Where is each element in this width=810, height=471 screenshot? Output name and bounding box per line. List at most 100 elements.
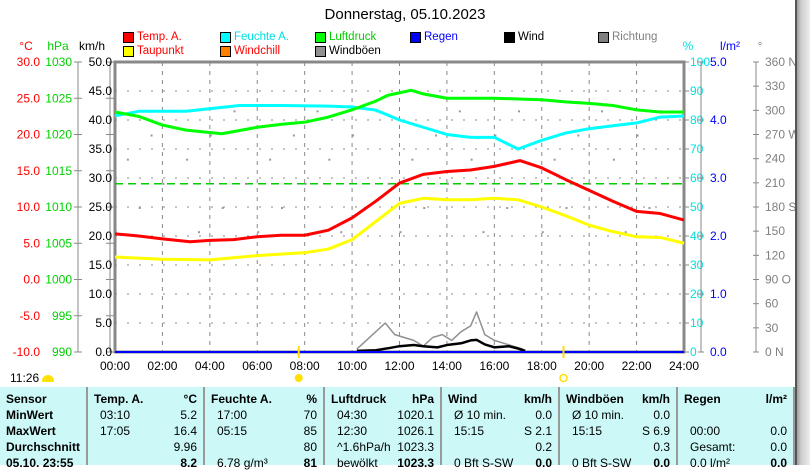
stats-row: 00:00 0.0	[684, 423, 787, 439]
axis-tick-label: -10.0	[13, 345, 41, 359]
stats-label	[566, 439, 572, 455]
axis-unit-label: l/m²	[720, 39, 740, 53]
legend-item: Regen	[410, 31, 458, 43]
direction-point	[577, 134, 580, 137]
stats-value: 81	[303, 456, 317, 470]
axis-unit-label: km/h	[79, 39, 105, 53]
stats-label: Luftdruck	[331, 392, 387, 406]
stats-value: 1020.1	[397, 408, 434, 422]
stats-value: l/m²	[765, 392, 787, 406]
x-tick-label: 22:00	[622, 359, 652, 373]
stats-row: MaxWert	[6, 423, 80, 439]
axis-tick-label: 4.0	[710, 113, 727, 127]
direction-point	[648, 207, 651, 209]
stats-row: 05.10. 23:55	[6, 455, 80, 471]
direction-point	[446, 182, 449, 185]
axis-tick-label: 25.0	[17, 91, 41, 105]
direction-point	[636, 134, 639, 137]
legend-label: Taupunkt	[137, 45, 184, 57]
series-wind	[356, 338, 526, 353]
direction-point	[387, 182, 390, 185]
axis-unit-label: °	[758, 39, 763, 53]
legend-swatch	[315, 31, 326, 43]
legend-swatch	[123, 31, 134, 43]
direction-point	[340, 231, 343, 234]
stats-row: 17:00 70	[211, 407, 317, 423]
axis-tick-label: 1025	[45, 91, 72, 105]
direction-point	[197, 231, 200, 234]
stats-label: Durchschnitt	[6, 440, 81, 454]
stats-value: %	[306, 392, 317, 406]
direction-point	[506, 207, 509, 209]
stats-label: 6.78 g/m³	[217, 456, 268, 470]
axis-tick-label: 0.0	[710, 345, 727, 359]
legend-label: Regen	[424, 31, 458, 43]
series-taupunkt	[114, 196, 685, 262]
axis-tick-label: 10	[690, 316, 704, 330]
stats-column: Feuchte A.% 17:00 70 05:15 85 80 6.78 g/m³ 81	[205, 387, 325, 470]
stats-value: 16.4	[173, 424, 197, 438]
direction-point	[245, 182, 248, 185]
axis-tick-label: 40	[690, 229, 704, 243]
stats-value: 0.2	[535, 440, 552, 454]
x-tick-label: 20:00	[574, 359, 604, 373]
direction-point	[612, 158, 615, 161]
stats-row: 6.78 g/m³ 81	[211, 455, 317, 471]
stats-row: 15:15 S 6.9	[566, 423, 670, 439]
moon-icon	[559, 373, 568, 383]
axis-tick-label: 45.0	[89, 84, 113, 98]
cloud-icon	[42, 374, 55, 382]
direction-point	[624, 231, 627, 234]
axis-tick-label: 1020	[45, 128, 72, 142]
axis-tick-label: 270 W	[765, 128, 795, 142]
axis-unit-label: hPa	[47, 39, 69, 53]
axis-tick-label: 1.0	[710, 287, 727, 301]
weather-chart: °C hPa km/h 30.0 25.0 20.0 15.0 10.0 5.0 0.0 -5.0 -…	[13, 39, 795, 383]
direction-point	[529, 182, 532, 185]
direction-point	[494, 134, 497, 137]
stats-table: Sensor MinWert MaxWert Durchschnitt 05.10. 2…	[0, 387, 795, 470]
stats-label: 03:10	[100, 408, 131, 422]
legend-swatch	[220, 45, 231, 57]
axis-tick-label: 20.0	[17, 128, 41, 142]
axis-tick-label: 15.0	[17, 164, 41, 178]
axis-tick-label: 80	[690, 113, 704, 127]
stats-value: 0.0	[535, 408, 552, 422]
stats-label: 15:15	[572, 424, 603, 438]
stats-label: ^1.6hPa/h	[337, 440, 391, 454]
stats-row: ^1.6hPa/h 1023.3	[331, 439, 434, 455]
direction-point	[162, 182, 165, 185]
x-tick-label: 06:00	[242, 359, 272, 373]
axis-tick-label: 20.0	[89, 229, 113, 243]
legend-label: Temp. A.	[137, 31, 182, 43]
stats-value: km/h	[641, 392, 670, 406]
stats-value: 0.0	[653, 408, 670, 422]
direction-point	[541, 231, 544, 234]
axis-unit-label: °C	[19, 39, 33, 53]
direction-point	[518, 110, 521, 113]
stats-row: Feuchte A.%	[211, 391, 317, 407]
stats-label: 04:30	[337, 408, 368, 422]
legend-item: Windböen	[315, 45, 381, 57]
direction-point	[589, 182, 592, 185]
series-luftdruck	[114, 88, 684, 136]
stats-label: 17:00	[217, 408, 248, 422]
stats-row: Sensor	[6, 391, 80, 407]
stats-row: Windböen km/h	[566, 391, 670, 407]
stats-value: S 6.9	[641, 424, 670, 438]
stats-label: 12:30	[337, 424, 368, 438]
axis-tick-label: 70	[690, 142, 704, 156]
direction-point	[209, 134, 212, 137]
stats-label: bewölkt	[337, 456, 378, 470]
stats-label: 15:15	[454, 424, 485, 438]
direction-point	[458, 110, 461, 113]
stats-row: 8.2	[94, 455, 197, 471]
legend-swatch	[504, 31, 515, 43]
stats-value: 1023.3	[397, 456, 434, 470]
axis-tick-label: -5.0	[19, 309, 40, 323]
stats-label: 00:00	[690, 424, 721, 438]
axis-tick-label: 5.0	[95, 316, 112, 330]
stats-label: MaxWert	[6, 424, 56, 438]
stats-row: Ø 10 min. 0.0	[566, 407, 670, 423]
stats-row: Regen l/m²	[684, 391, 787, 407]
